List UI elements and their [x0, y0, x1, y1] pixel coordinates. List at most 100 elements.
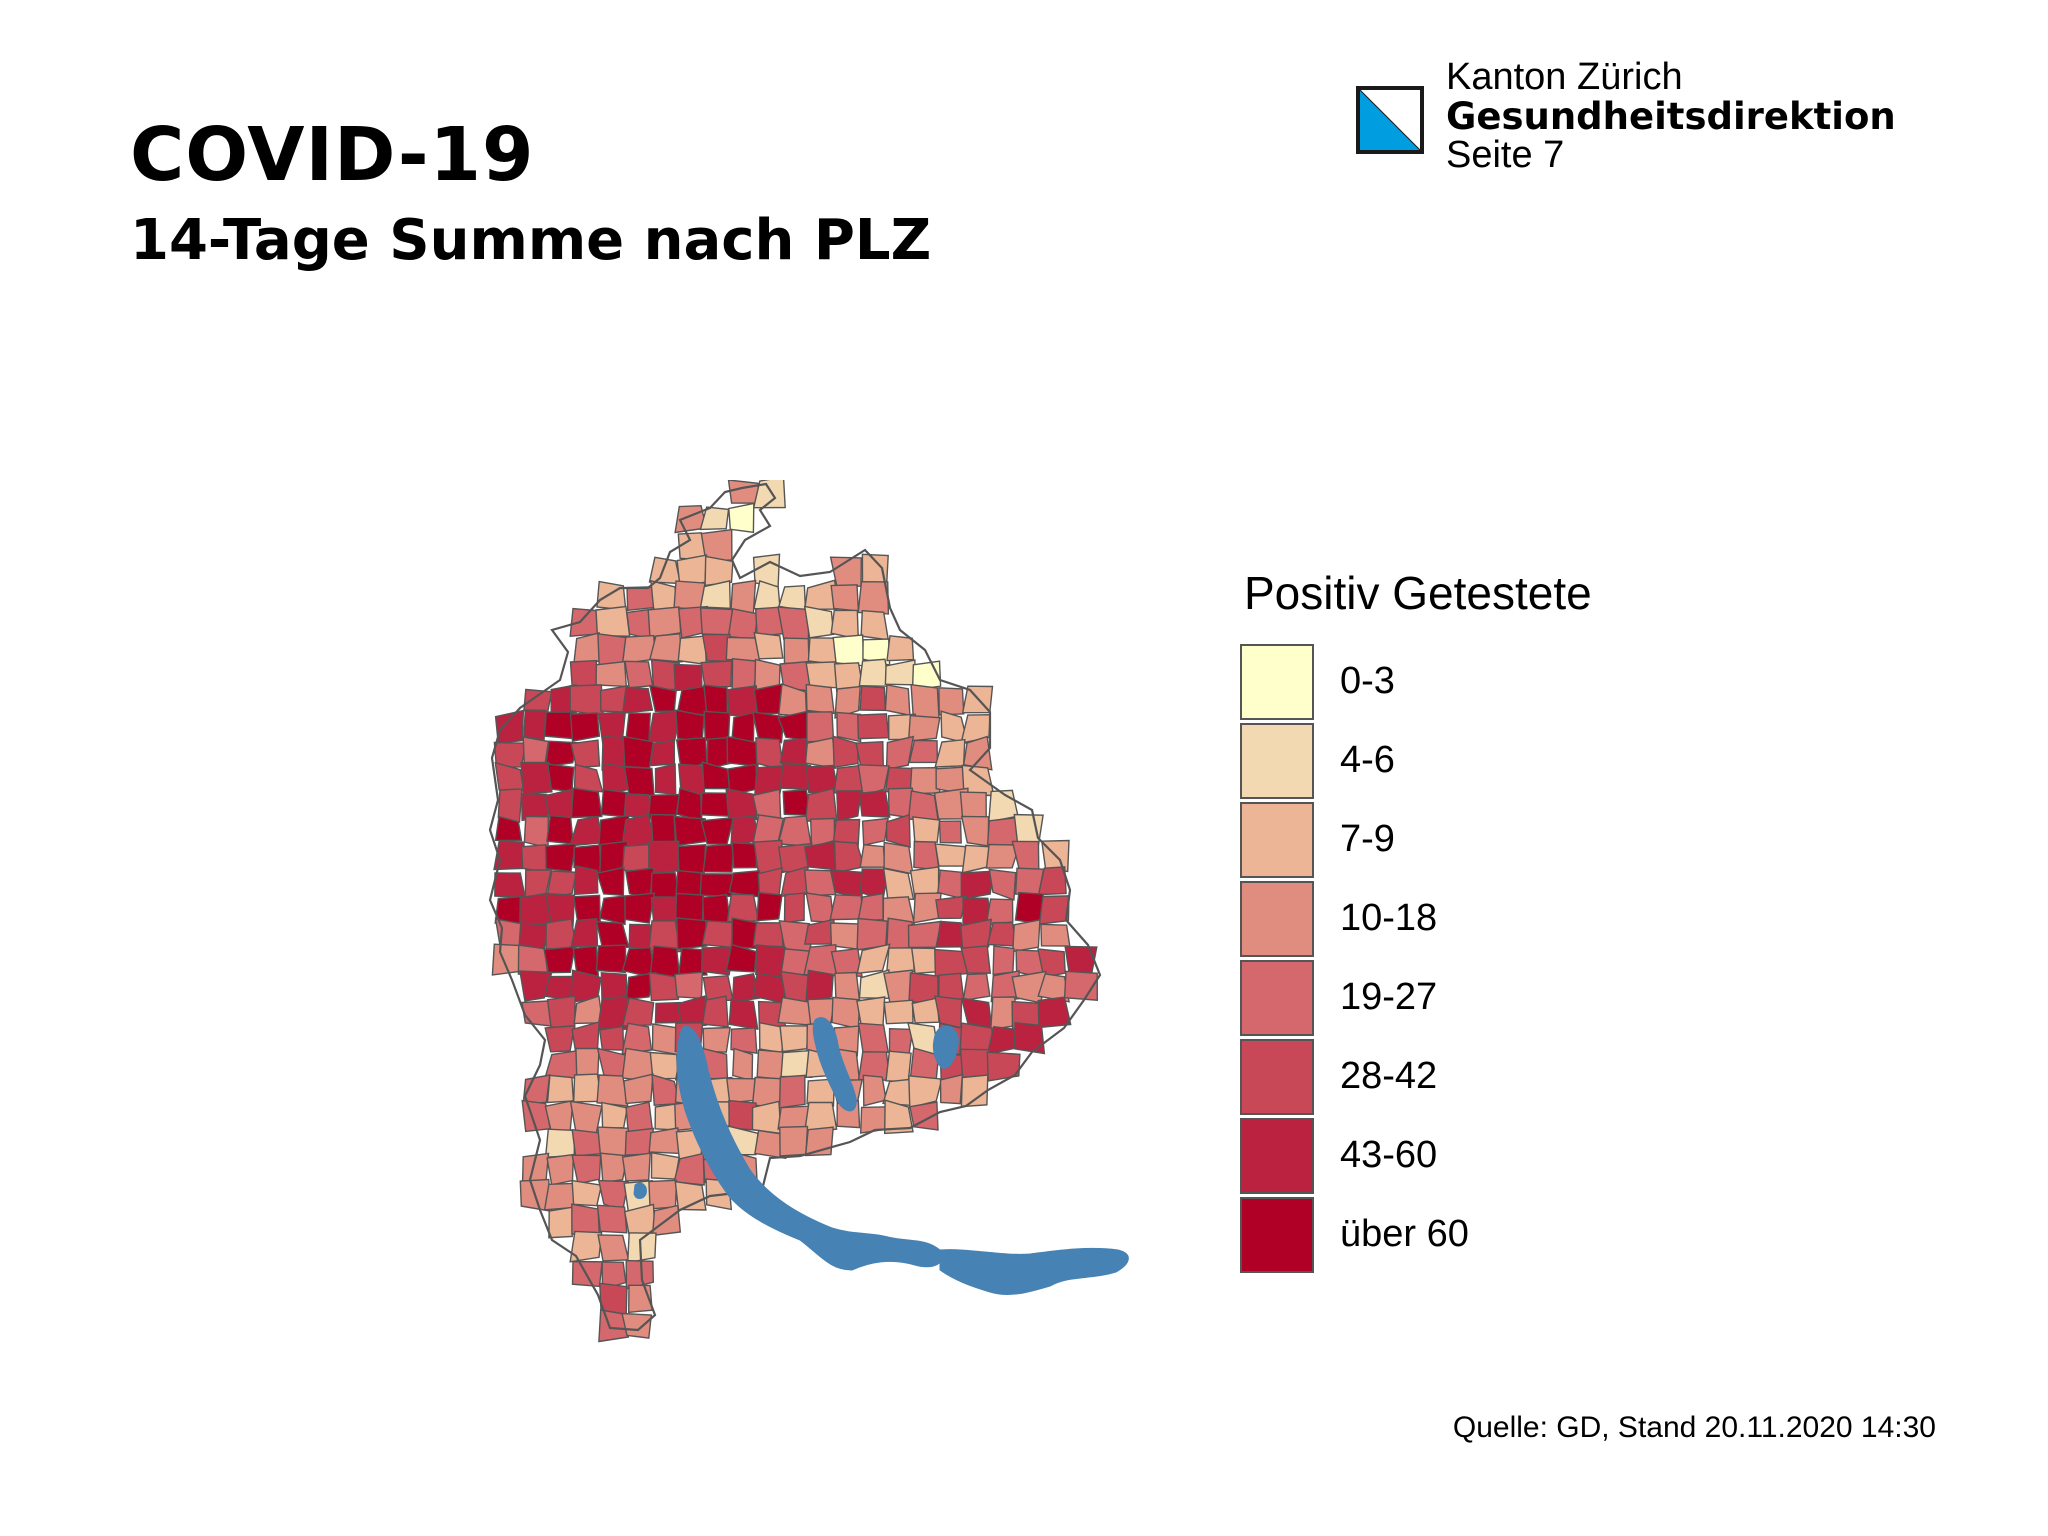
postal-code-area — [675, 917, 708, 950]
postal-code-area — [833, 840, 865, 874]
postal-code-area — [861, 817, 889, 847]
map-legend: Positiv Getestete 0-3 4-6 7-9 10-18 19-27 28-… — [1240, 566, 1592, 1274]
postal-code-area — [523, 709, 547, 741]
postal-code-area — [599, 895, 627, 926]
postal-code-area — [546, 1074, 575, 1104]
postal-code-area — [494, 815, 523, 842]
legend-swatch — [1240, 880, 1314, 957]
postal-code-area — [700, 816, 735, 845]
postal-code-area — [702, 843, 735, 873]
postal-code-area — [803, 605, 835, 639]
legend-swatch — [1240, 801, 1314, 878]
postal-code-area — [699, 607, 733, 636]
postal-code-area — [883, 1099, 914, 1135]
postal-code-area — [598, 1025, 625, 1051]
postal-code-area — [908, 1075, 943, 1109]
postal-code-area — [907, 714, 941, 742]
postal-code-area — [857, 764, 890, 797]
postal-code-area — [805, 683, 835, 715]
postal-code-area — [647, 606, 682, 639]
postal-code-area — [726, 735, 759, 768]
postal-code-area — [1037, 948, 1066, 979]
postal-code-area — [570, 918, 599, 948]
postal-code-area — [1040, 923, 1071, 947]
postal-code-area — [569, 1230, 603, 1263]
postal-code-area — [938, 820, 962, 844]
postal-code-area — [856, 713, 890, 740]
postal-code-area — [856, 943, 891, 975]
postal-code-area — [830, 584, 860, 612]
legend-label: 4-6 — [1340, 739, 1395, 781]
postal-code-area — [700, 946, 735, 976]
postal-code-area — [623, 1073, 654, 1105]
postal-code-area — [673, 1152, 705, 1186]
postal-code-area — [834, 685, 861, 719]
postal-code-area — [702, 893, 732, 924]
postal-code-area — [595, 944, 627, 974]
postal-code-area — [596, 866, 625, 897]
postal-code-area — [751, 711, 785, 744]
postal-code-area — [885, 813, 911, 849]
lake-greifensee — [812, 1017, 857, 1112]
postal-code-area — [701, 995, 729, 1028]
postal-code-area — [857, 892, 884, 922]
postal-code-area — [1011, 840, 1040, 873]
legend-item: 28-42 — [1240, 1037, 1592, 1116]
postal-code-area — [938, 687, 965, 716]
postal-code-area — [804, 737, 837, 770]
postal-code-area — [1012, 919, 1041, 953]
postal-code-area — [753, 839, 785, 875]
postal-code-area — [625, 971, 657, 1001]
postal-code-area — [596, 1074, 629, 1107]
postal-code-area — [832, 735, 859, 769]
postal-code-area — [571, 1179, 603, 1207]
postal-code-area — [751, 1100, 782, 1135]
postal-code-area — [777, 996, 812, 1026]
postal-code-area — [1037, 866, 1067, 896]
source-note: Quelle: GD, Stand 20.11.2020 14:30 — [1452, 1411, 1936, 1444]
postal-code-area — [701, 920, 735, 949]
postal-code-area — [884, 684, 911, 717]
postal-code-area — [779, 1125, 809, 1157]
postal-code-area — [676, 787, 703, 822]
postal-code-area — [909, 1101, 939, 1131]
legend-label: 10-18 — [1340, 897, 1438, 939]
postal-code-area — [544, 740, 579, 768]
postal-code-area — [939, 1073, 964, 1105]
legend-swatch — [1240, 1038, 1314, 1115]
postal-code-area — [992, 945, 1015, 976]
postal-code-area — [546, 814, 575, 845]
postal-code-area — [569, 712, 601, 743]
postal-code-area — [859, 843, 886, 868]
postal-code-area — [649, 739, 676, 767]
postal-code-area — [783, 892, 805, 924]
postal-code-area — [804, 787, 838, 823]
postal-code-area — [752, 480, 786, 509]
postal-code-area — [648, 556, 682, 585]
legend-items: 0-3 4-6 7-9 10-18 19-27 28-42 43-60 über 60 — [1240, 642, 1592, 1274]
postal-code-area — [831, 996, 861, 1030]
postal-code-area — [727, 607, 759, 640]
postal-code-area — [962, 972, 991, 1002]
postal-code-area — [1037, 973, 1070, 1003]
postal-code-area — [571, 1154, 602, 1185]
postal-code-area — [1037, 996, 1072, 1029]
postal-code-area — [677, 635, 708, 666]
postal-code-area — [859, 685, 887, 712]
postal-code-area — [910, 683, 940, 719]
postal-code-area — [621, 686, 654, 714]
legend-swatch — [1240, 959, 1314, 1036]
postal-code-area — [621, 1312, 653, 1339]
postal-code-area — [543, 945, 576, 974]
postal-code-area — [960, 815, 990, 847]
postal-code-area — [988, 868, 1017, 901]
postal-code-area — [546, 995, 576, 1031]
postal-code-area — [702, 1026, 731, 1053]
postal-code-area — [595, 660, 628, 688]
legend-item: 10-18 — [1240, 879, 1592, 958]
postal-code-area — [753, 683, 784, 715]
legend-item: über 60 — [1240, 1195, 1592, 1274]
postal-code-area — [571, 1128, 603, 1157]
postal-code-area — [986, 921, 1018, 947]
postal-code-area — [596, 580, 627, 611]
